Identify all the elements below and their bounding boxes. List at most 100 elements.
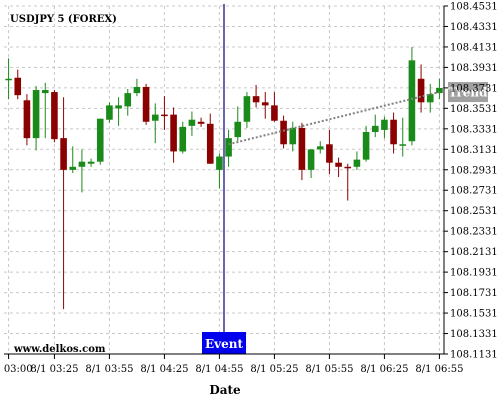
candle-body-down — [14, 77, 22, 96]
x-tick-label: 8/1 06:25 — [360, 364, 408, 375]
grid-lines — [4, 5, 444, 355]
candle — [243, 92, 251, 128]
candle-body-up — [41, 90, 49, 94]
candle-body-up — [353, 159, 361, 167]
y-tick-label: 108.1131 — [450, 350, 498, 361]
candle — [32, 85, 40, 151]
y-tick-label: 108.3531 — [450, 104, 498, 115]
candle — [316, 141, 324, 154]
candle-body-up — [307, 149, 315, 170]
candle — [326, 129, 333, 174]
candle — [390, 112, 397, 154]
candle-body-up — [243, 96, 251, 122]
y-tick-label: 108.1931 — [450, 268, 498, 279]
candle — [161, 96, 168, 130]
candle — [344, 163, 352, 201]
candle-body-up — [362, 131, 370, 160]
candle — [23, 94, 31, 146]
x-tick-label: 8/1 03:25 — [30, 364, 78, 375]
candle — [142, 83, 150, 125]
x-tick-label: 8/1 04:55 — [195, 364, 243, 375]
candle-body-up — [234, 121, 242, 138]
y-tick-label: 108.2131 — [450, 247, 498, 258]
candle — [69, 146, 77, 173]
x-axis-label: Date — [209, 383, 241, 397]
candle-body-up — [216, 156, 223, 170]
candle — [234, 106, 242, 142]
candle-series — [5, 47, 443, 310]
candle — [106, 102, 113, 123]
chart-overlay: Event Trend — [202, 4, 488, 354]
candle-body-down — [161, 114, 168, 117]
y-tick-label: 108.1531 — [450, 309, 498, 320]
candle — [216, 153, 223, 189]
watermark: www.delkos.com — [13, 344, 106, 355]
candle-body-up — [106, 105, 113, 120]
candle-body-up — [133, 86, 141, 94]
candle — [170, 107, 177, 163]
candle — [307, 149, 315, 179]
candle — [371, 114, 379, 138]
candle-body-up — [381, 119, 388, 130]
candle-body-down — [271, 105, 278, 121]
chart-title: USDJPY 5 (FOREX) — [10, 14, 117, 25]
candle — [280, 115, 287, 149]
candle-body-up — [408, 60, 416, 142]
event-badge — [202, 332, 246, 354]
candle — [298, 122, 306, 181]
candle — [353, 151, 361, 170]
candle — [426, 83, 434, 113]
candle — [335, 157, 342, 178]
candle-body-up — [124, 93, 132, 107]
candle — [436, 78, 443, 100]
candle-body-up — [78, 161, 86, 167]
y-tick-label: 108.2731 — [450, 186, 498, 197]
candle — [96, 118, 104, 165]
candle — [124, 89, 132, 116]
candle-body-down — [197, 121, 205, 124]
y-tick-label: 108.1731 — [450, 288, 498, 299]
candle-body-down — [206, 123, 214, 164]
candle — [289, 121, 297, 152]
candle-body-up — [179, 126, 187, 152]
y-tick-label: 108.2931 — [450, 165, 498, 176]
candle-body-up — [436, 87, 443, 94]
y-tick-label: 108.3931 — [450, 63, 498, 74]
candle-body-up — [69, 166, 77, 170]
candle — [5, 58, 12, 100]
candle — [133, 78, 141, 97]
candle-body-up — [316, 146, 324, 150]
candle-body-up — [289, 127, 297, 145]
candle-body-down — [298, 127, 306, 170]
y-tick-label: 108.4331 — [450, 22, 498, 33]
trend-label: Trend — [448, 86, 488, 100]
candle — [362, 125, 370, 162]
y-tick-label: 108.3131 — [450, 145, 498, 156]
candle — [225, 129, 232, 167]
x-tick-label: 8/1 04:25 — [140, 364, 188, 375]
candle — [188, 111, 196, 137]
candle — [151, 103, 159, 144]
candle — [271, 92, 278, 122]
y-tick-label: 108.1331 — [450, 329, 498, 340]
y-axis: 108.1131 108.1331 108.1531 108.1731 108.1931… — [443, 2, 498, 361]
candle-body-up — [151, 114, 159, 121]
candle — [261, 92, 269, 119]
candle-body-up — [371, 125, 379, 132]
candle-body-down — [170, 114, 177, 152]
trend-line — [228, 91, 440, 146]
candle — [78, 149, 86, 193]
candle-body-up — [87, 161, 95, 164]
candle — [408, 47, 416, 146]
candle — [252, 84, 260, 108]
y-tick-label: 108.2331 — [450, 227, 498, 238]
candle-body-up — [188, 119, 196, 126]
candle-body-down — [60, 138, 67, 170]
candle — [14, 69, 22, 100]
y-tick-label: 108.4531 — [450, 2, 498, 13]
candle — [417, 64, 425, 113]
candle-body-up — [426, 94, 434, 103]
y-tick-label: 108.3731 — [450, 83, 498, 94]
x-tick-label: 8/1 03:00 — [0, 364, 33, 375]
